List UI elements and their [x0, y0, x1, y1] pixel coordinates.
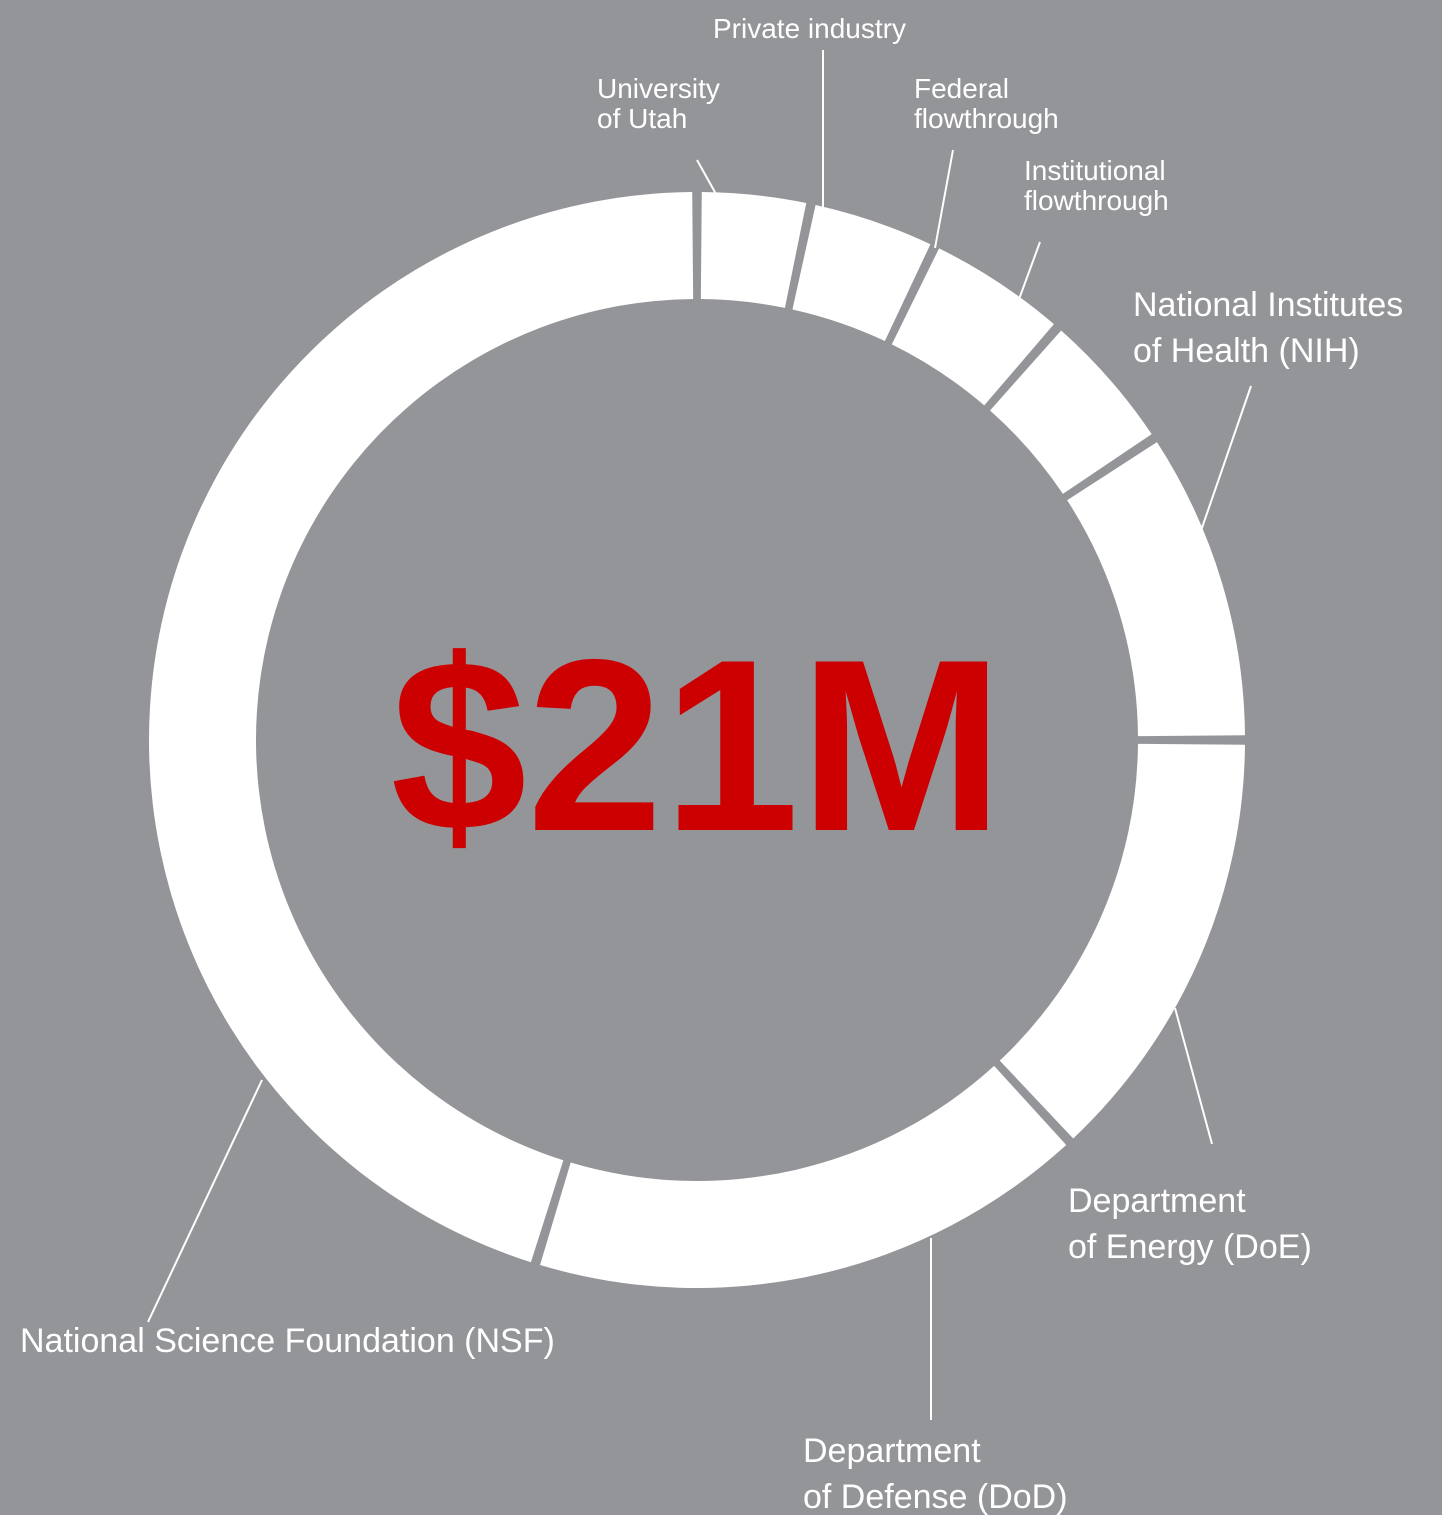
segment-label: Department of Energy (DoE) [1068, 1182, 1312, 1266]
segment-label: Department of Defense (DoD) [803, 1432, 1068, 1515]
segment-label: University of Utah [597, 73, 720, 134]
segment-label-line: of Utah [597, 103, 687, 134]
total-amount: $21M [391, 608, 1004, 882]
segment-label-line: Institutional [1024, 155, 1166, 186]
segment-label: Private industry [713, 13, 906, 44]
donut-segment [149, 192, 694, 1263]
donut-segment [792, 204, 931, 342]
segment-label-line: flowthrough [914, 103, 1059, 134]
segment-label: Institutional flowthrough [1024, 155, 1169, 216]
donut-segment [990, 330, 1152, 494]
segment-label-line: of Defense (DoD) [803, 1478, 1068, 1515]
leader-line [147, 1079, 263, 1323]
segment-label-line: Department [1068, 1182, 1246, 1220]
segment-label: National Institutes of Health (NIH) [1133, 286, 1403, 370]
donut-segment [1067, 442, 1245, 737]
segment-label-line: Private industry [713, 13, 906, 44]
leader-line [696, 159, 717, 195]
segment-label: National Science Foundation (NSF) [20, 1322, 555, 1360]
segment-label-line: National Science Foundation (NSF) [20, 1322, 555, 1360]
segment-label-line: of Energy (DoE) [1068, 1228, 1312, 1266]
leader-line [1174, 1007, 1213, 1145]
leader-lines [147, 50, 1252, 1420]
segment-label-line: flowthrough [1024, 185, 1169, 216]
segment-label: Federal flowthrough [914, 73, 1059, 134]
donut-segment [999, 743, 1245, 1139]
segment-label-line: Department [803, 1432, 981, 1470]
donut-segment [700, 192, 807, 308]
segment-label-line: Federal [914, 73, 1009, 104]
leader-line [1194, 385, 1252, 549]
segment-label-line: National Institutes [1133, 286, 1403, 324]
segment-labels: University of Utah Private industry Federal… [20, 13, 1403, 1515]
donut-segment [540, 1065, 1067, 1288]
segment-label-line: of Health (NIH) [1133, 332, 1360, 370]
leader-line [934, 149, 954, 249]
leader-line [1017, 241, 1041, 303]
donut-segment [891, 248, 1054, 406]
segment-label-line: University [597, 73, 720, 104]
donut-segments [149, 192, 1245, 1288]
